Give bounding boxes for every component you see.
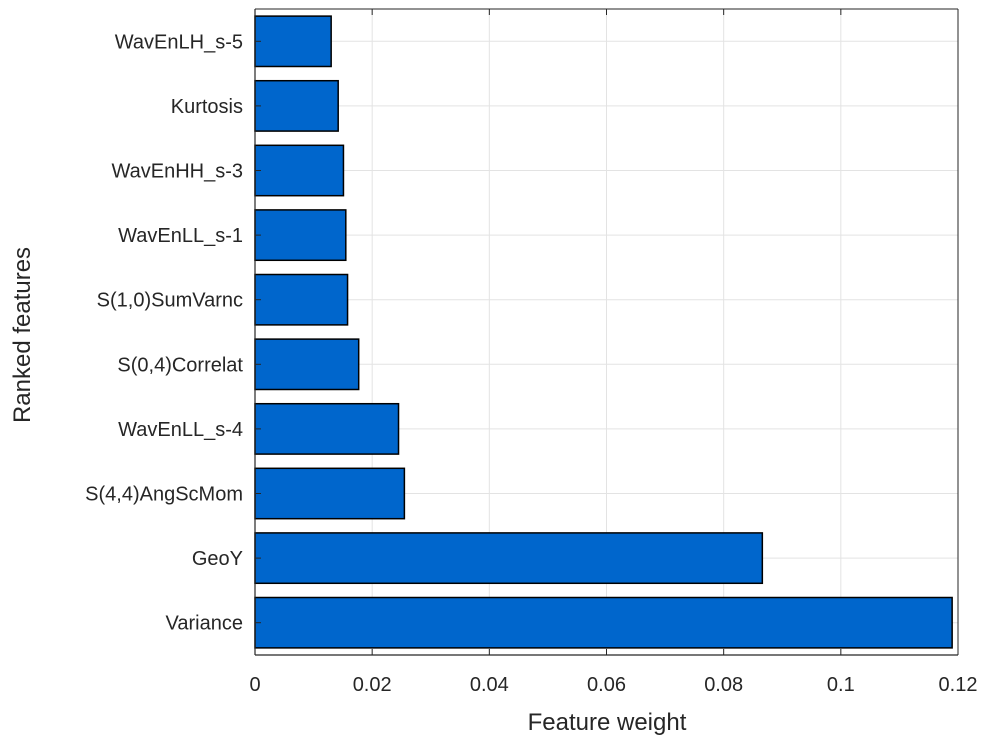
y-tick-label: GeoY bbox=[192, 548, 243, 570]
y-tick-label: Kurtosis bbox=[171, 96, 243, 118]
x-tick-label: 0 bbox=[249, 674, 260, 696]
y-tick-label: S(4,4)AngScMom bbox=[85, 484, 243, 506]
bar bbox=[254, 209, 347, 262]
y-tick-label: WavEnLH_s-5 bbox=[115, 31, 243, 53]
axes bbox=[254, 8, 959, 656]
bar bbox=[254, 402, 400, 455]
y-tick-label: WavEnLL_s-1 bbox=[118, 225, 243, 247]
x-tick-label: 0.02 bbox=[353, 674, 392, 696]
x-tick-label: 0.12 bbox=[939, 674, 978, 696]
x-tick-label: 0.1 bbox=[827, 674, 855, 696]
x-axis-title: Feature weight bbox=[528, 709, 687, 736]
x-tick-label: 0.04 bbox=[470, 674, 509, 696]
x-tick-label: 0.06 bbox=[587, 674, 626, 696]
x-tick-label: 0.08 bbox=[704, 674, 743, 696]
bar bbox=[254, 273, 349, 326]
y-tick-label: WavEnHH_s-3 bbox=[111, 161, 243, 183]
bars bbox=[254, 15, 953, 649]
bar bbox=[254, 532, 764, 585]
y-tick-label: Variance bbox=[166, 613, 243, 635]
bar bbox=[254, 467, 406, 520]
bar bbox=[254, 596, 953, 649]
bar bbox=[254, 144, 345, 197]
y-axis-title: Ranked features bbox=[9, 247, 36, 423]
bar bbox=[254, 338, 360, 391]
bar bbox=[254, 15, 332, 68]
y-tick-label: S(1,0)SumVarnc bbox=[97, 290, 243, 312]
y-tick-label: S(0,4)Correlat bbox=[117, 354, 243, 376]
bar bbox=[254, 79, 339, 132]
y-tick-labels: WavEnLH_s-5 Kurtosis WavEnHH_s-3 WavEnLL_s-… bbox=[85, 31, 243, 634]
y-tick-label: WavEnLL_s-4 bbox=[118, 419, 243, 441]
x-tick-labels: 0 0.02 0.04 0.06 0.08 0.1 0.12 bbox=[249, 674, 977, 696]
